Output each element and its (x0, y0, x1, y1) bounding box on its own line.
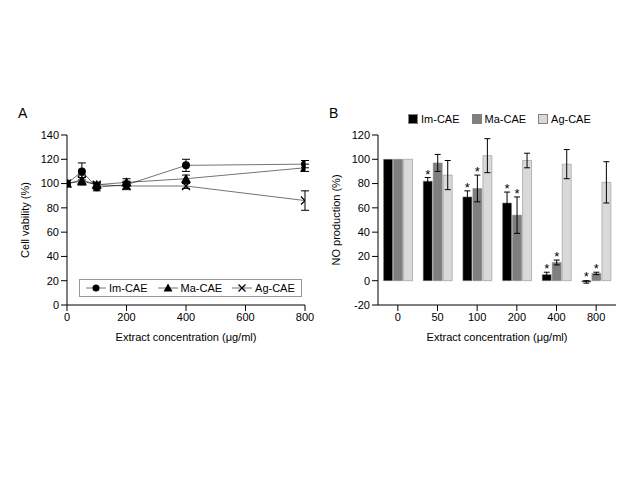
svg-text:400: 400 (177, 311, 195, 323)
svg-text:40: 40 (358, 226, 370, 238)
html-text:Im-CAE: Im-CAE (109, 282, 148, 294)
svg-text:200: 200 (117, 311, 135, 323)
svg-text:800: 800 (587, 311, 605, 323)
svg-text:*: * (544, 261, 549, 276)
html-text:Im-CAE: Im-CAE (421, 113, 460, 125)
svg-text:*: * (594, 261, 599, 276)
svg-text:400: 400 (547, 311, 565, 323)
svg-text:50: 50 (431, 311, 443, 323)
svg-text:200: 200 (508, 311, 526, 323)
html-text:A: A (18, 105, 28, 121)
svg-text:*: * (465, 180, 470, 195)
svg-text:60: 60 (358, 202, 370, 214)
svg-text:0: 0 (53, 299, 59, 311)
svg-text:80: 80 (358, 177, 370, 189)
svg-text:*: * (584, 269, 589, 284)
svg-text:120: 120 (352, 129, 370, 141)
svg-text:NO production (%): NO production (%) (330, 174, 342, 265)
svg-text:20: 20 (358, 250, 370, 262)
svg-text:Extract concentration (μg/ml): Extract concentration (μg/ml) (116, 331, 257, 343)
svg-text:100: 100 (352, 153, 370, 165)
html-text:Ag-CAE: Ag-CAE (551, 113, 591, 125)
svg-text:*: * (505, 181, 510, 196)
html-text:Ma-CAE: Ma-CAE (484, 113, 527, 125)
svg-text:Cell vability (%): Cell vability (%) (19, 182, 31, 258)
html-text:B: B (329, 105, 339, 121)
svg-text:*: * (425, 167, 430, 182)
svg-text:*: * (515, 186, 520, 201)
svg-text:0: 0 (395, 311, 401, 323)
svg-text:20: 20 (47, 275, 59, 287)
svg-text:*: * (554, 249, 559, 264)
html-text:Ma-CAE: Ma-CAE (180, 282, 223, 294)
html-text:Ag-CAE: Ag-CAE (255, 282, 295, 294)
svg-text:0: 0 (364, 275, 370, 287)
svg-text:-20: -20 (354, 299, 370, 311)
svg-text:*: * (475, 164, 480, 179)
svg-text:80: 80 (47, 202, 59, 214)
svg-text:100: 100 (41, 177, 59, 189)
svg-text:60: 60 (47, 226, 59, 238)
svg-text:800: 800 (296, 311, 314, 323)
svg-text:0: 0 (64, 311, 70, 323)
svg-text:40: 40 (47, 250, 59, 262)
svg-text:140: 140 (41, 129, 59, 141)
svg-text:600: 600 (236, 311, 254, 323)
svg-text:100: 100 (468, 311, 486, 323)
svg-text:Extract concentration (μg/ml): Extract concentration (μg/ml) (427, 331, 568, 343)
svg-text:120: 120 (41, 153, 59, 165)
